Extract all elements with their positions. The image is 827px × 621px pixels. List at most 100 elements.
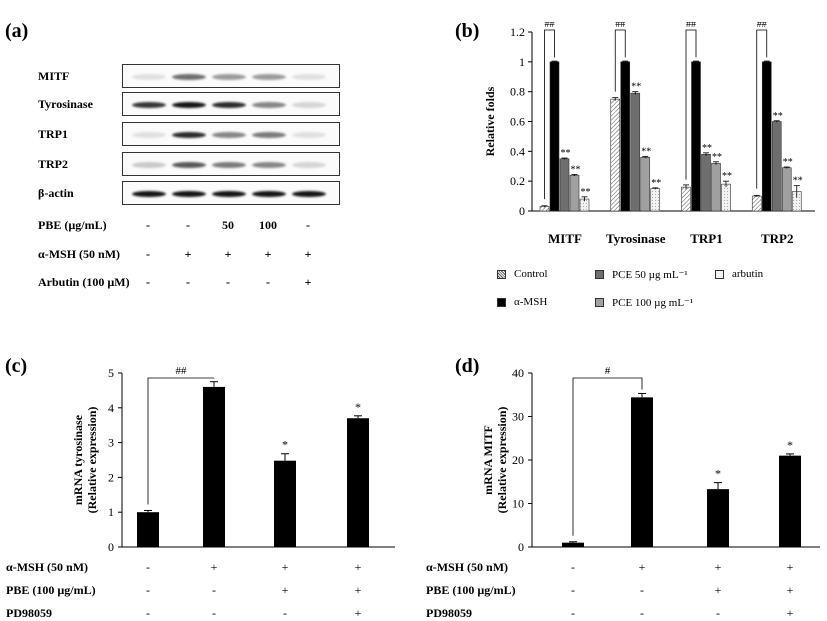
condition-value: + — [282, 583, 289, 597]
y-tick-label: 2 — [108, 470, 114, 484]
blot-band — [132, 132, 166, 138]
blot-band — [172, 132, 206, 138]
condition-value: - — [571, 606, 575, 620]
blot-band — [212, 102, 246, 108]
significance-bracket — [147, 377, 215, 505]
condition-value: 50 — [222, 218, 234, 232]
bar — [620, 61, 631, 212]
y-tick-label: 1.2 — [510, 25, 525, 39]
bar — [630, 92, 641, 212]
condition-value: - — [571, 583, 575, 597]
significance-bracket-label: ## — [545, 22, 555, 30]
significance-star: ** — [773, 111, 783, 122]
condition-value: - — [571, 560, 575, 574]
y-tick-label: 0 — [518, 540, 524, 554]
legend-label: arbutin — [732, 268, 764, 280]
blot-band — [292, 74, 326, 80]
blot-band — [212, 191, 246, 197]
y-tick-label: 1 — [108, 505, 114, 519]
condition-value: + — [787, 583, 794, 597]
condition-label: α-MSH (50 nM) — [38, 247, 121, 261]
significance-bracket — [614, 29, 626, 92]
condition-value: + — [184, 247, 192, 261]
condition-value: - — [640, 606, 644, 620]
blot-band — [252, 191, 286, 197]
blot-row — [122, 64, 340, 88]
blot-band — [292, 102, 326, 108]
condition-label: PD98059 — [426, 606, 472, 620]
y-tick-label: 30 — [512, 410, 524, 424]
bar — [691, 61, 701, 212]
y-tick-label: 3 — [108, 436, 114, 450]
y-tick-label: 4 — [108, 401, 114, 415]
legend-item: arbutin — [715, 268, 763, 280]
significance-star: ** — [712, 152, 722, 163]
y-tick-label: 0.2 — [510, 174, 525, 188]
condition-value: - — [640, 583, 644, 597]
x-category-label: Tyrosinase — [606, 231, 666, 246]
y-tick-label: 10 — [512, 497, 524, 511]
condition-value: - — [226, 275, 230, 289]
legend-b: Control PCE 50 µg mL⁻¹ arbutin α-MSH PCE 100… — [497, 268, 817, 328]
significance-star: * — [715, 467, 721, 481]
condition-value: - — [212, 583, 216, 597]
bar — [347, 418, 369, 547]
bar — [549, 61, 560, 212]
condition-value: - — [146, 560, 150, 574]
bar — [559, 158, 570, 212]
significance-bracket — [756, 29, 768, 189]
bar — [701, 154, 711, 212]
significance-bracket-label: ## — [686, 22, 696, 30]
significance-bracket-label: # — [605, 365, 611, 377]
significance-bracket-label: ## — [615, 22, 625, 30]
condition-value: + — [282, 560, 289, 574]
significance-star: ** — [571, 164, 581, 175]
significance-star: ** — [561, 148, 571, 159]
significance-star: ** — [783, 157, 793, 168]
bar — [707, 489, 729, 547]
blot-band — [212, 132, 246, 138]
condition-value: + — [304, 275, 312, 289]
bar — [751, 195, 762, 212]
blot-band — [292, 162, 326, 168]
blot-band — [172, 102, 206, 108]
legend-item: Control — [497, 268, 548, 280]
bar — [203, 386, 225, 547]
legend-label: PCE 50 µg mL⁻¹ — [612, 269, 688, 281]
x-category-label: MITF — [548, 231, 582, 246]
panel-a-letter: (a) — [5, 20, 29, 42]
y-tick-label: 0.8 — [510, 85, 525, 99]
condition-label: PBE (100 µg/mL) — [426, 583, 516, 597]
significance-bracket-label: ## — [176, 365, 188, 377]
legend-label: PCE 100 µg mL⁻¹ — [612, 297, 694, 309]
bar — [711, 162, 721, 212]
legend-swatch — [595, 298, 604, 307]
blot-band — [172, 191, 206, 197]
y-tick-label: 20 — [512, 453, 524, 467]
blot-band — [252, 74, 286, 80]
blot-label: TRP2 — [38, 157, 68, 171]
condition-value: + — [355, 606, 362, 620]
blot-band — [292, 191, 326, 197]
condition-value: + — [639, 560, 646, 574]
significance-bracket — [544, 29, 555, 200]
significance-star: ** — [631, 82, 641, 93]
condition-value: - — [186, 218, 190, 232]
blot-band — [292, 132, 326, 138]
condition-label: PBE (µg/mL) — [38, 218, 107, 232]
blot-row — [122, 152, 340, 176]
y-tick-label: 0 — [108, 540, 114, 554]
condition-value: - — [212, 606, 216, 620]
condition-value: - — [266, 275, 270, 289]
condition-value: - — [306, 218, 310, 232]
legend-item: PCE 100 µg mL⁻¹ — [595, 296, 693, 309]
blot-row — [122, 181, 340, 205]
y-axis-label: mRNA tyrosinase(Relative expression) — [71, 407, 99, 514]
y-tick-label: 0.4 — [510, 144, 525, 158]
condition-value: + — [211, 560, 218, 574]
y-axis-label-line: mRNA tyrosinase — [71, 414, 85, 505]
bar — [610, 98, 621, 212]
condition-value: + — [355, 583, 362, 597]
y-tick-label: 40 — [512, 366, 524, 380]
condition-label: α-MSH (50 nM) — [6, 560, 88, 574]
